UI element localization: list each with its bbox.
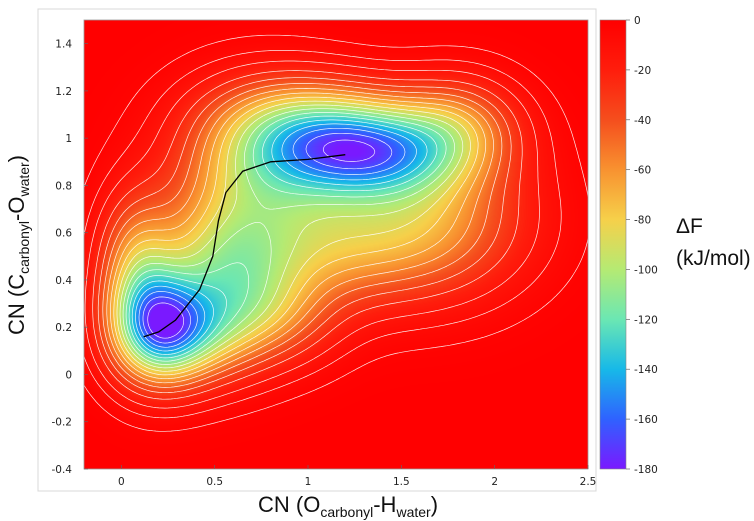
y-tick-label: 0 [65,369,72,381]
contour-line [102,83,503,388]
contour-line [110,92,487,380]
x-tick-label: 0.5 [206,476,223,488]
y-tick-label: 0.8 [55,180,72,192]
contour-line [142,132,393,344]
contour-line [97,77,512,394]
y-tick-label: 1 [65,133,72,145]
contour-lines [84,34,588,432]
y-title-base: CN (C [4,274,29,335]
x-axis-ticks: 0 0.5 1 1.5 2 2.5 [118,465,596,488]
colorbar-tick-label: -40 [634,115,651,127]
y-tick-label: -0.4 [52,464,73,476]
colorbar-tick-label: -140 [634,364,658,376]
x-tick-label: 0 [118,476,125,488]
x-tick-label: 2.5 [580,476,597,488]
contour-line [92,70,523,400]
colorbar-tick-label: -160 [634,414,658,426]
contour-line [147,139,376,339]
colorbar-tick-label: -80 [634,215,651,227]
x-tick-label: 1 [305,476,312,488]
colorbar-ticks: 0 -20 -40 -60 -80 -100 -120 -140 -160 -180 [626,15,658,476]
x-title-mid: -H [373,492,396,517]
colorbar-title-line2: (kJ/mol) [676,247,751,270]
contour-line [135,123,417,352]
contour-line [128,115,438,359]
y-tick-label: 0.6 [55,228,72,240]
y-title-sub2: water [16,162,32,198]
colorbar-tick-label: -180 [634,464,658,476]
y-title-mid: -O [4,197,29,221]
x-title-base: CN (O [258,492,320,517]
y-title-end: ) [4,155,29,162]
contour-line [113,96,479,376]
x-tick-label: 1.5 [393,476,410,488]
x-title-end: ) [431,492,438,517]
colorbar-tick-label: -100 [634,264,658,276]
x-title-sub1: carbonyl [320,504,373,520]
y-tick-label: 0.4 [55,275,72,287]
plot-border [83,19,589,470]
colorbar-title-line1: ΔF [676,215,703,238]
contour-line [131,119,428,355]
y-axis-ticks: -0.4 -0.2 0 0.2 0.4 0.6 0.8 1 1.2 1.4 [52,39,88,476]
heatmap-surface [84,20,588,469]
contour-line [106,88,494,384]
contour-line [84,34,588,432]
y-axis-title: CN (Ccarbonyl-Owater) [4,155,32,335]
x-tick-label: 2 [491,476,498,488]
contour-line [116,100,471,372]
colorbar-tick-label: -20 [634,65,651,77]
y-tick-label: 0.2 [55,322,72,334]
min-energy-path [143,154,346,338]
colorbar-tick-label: -120 [634,314,658,326]
contour-line [125,112,447,362]
x-title-sub2: water [395,504,431,520]
plot-area [84,20,588,469]
contour-line [119,104,464,369]
y-tick-label: 1.2 [55,86,72,98]
colorbar-tick-label: -60 [634,165,651,177]
y-title-sub1: carbonyl [16,221,32,274]
contour-line [84,60,540,409]
colorbar [599,19,627,470]
contour-line [84,49,562,419]
colorbar-tick-label: 0 [634,15,641,27]
x-axis-title: CN (Ocarbonyl-Hwater) [258,492,438,520]
y-tick-label: 1.4 [55,39,72,51]
y-tick-label: -0.2 [52,417,73,429]
contour-line [122,108,456,365]
